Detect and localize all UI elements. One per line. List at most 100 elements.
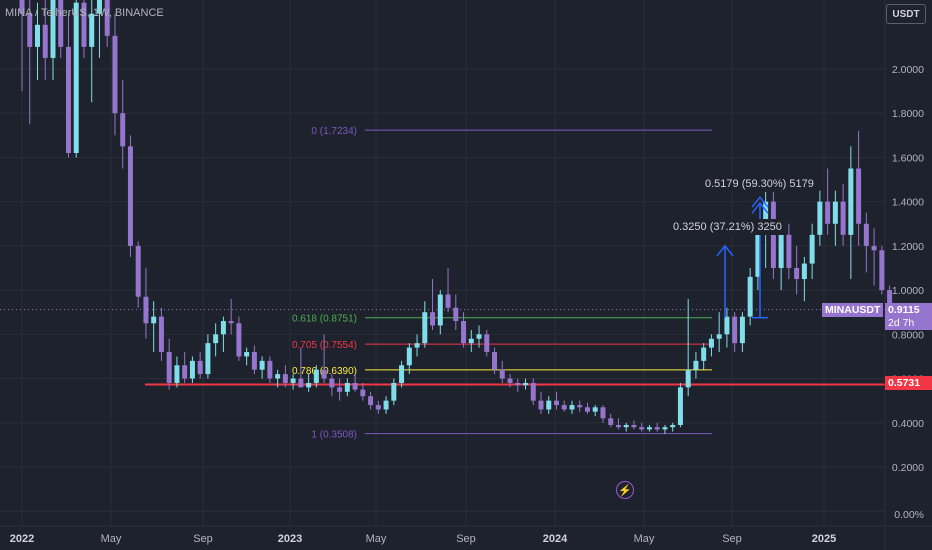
lightning-icon[interactable]: ⚡ [616,481,634,499]
candle-body[interactable] [406,347,412,366]
candle-body[interactable] [236,323,242,357]
candle-body[interactable] [476,334,482,339]
candle-body[interactable] [739,316,745,344]
candle-body[interactable] [337,387,343,392]
candle-body[interactable] [197,360,203,375]
candle-body[interactable] [205,343,211,375]
candle-body[interactable] [763,201,769,233]
candle-body[interactable] [352,382,358,390]
candle-body[interactable] [708,338,714,348]
candle-body[interactable] [662,427,668,430]
candle-body[interactable] [732,316,738,344]
candle-body[interactable] [832,201,838,224]
candle-body[interactable] [863,223,869,246]
candle-body[interactable] [267,360,273,379]
currency-button[interactable]: USDT [886,4,926,24]
candle-body[interactable] [329,378,335,388]
candle-body[interactable] [213,334,219,344]
candle-body[interactable] [368,396,374,406]
candle-body[interactable] [701,347,707,361]
candle-body[interactable] [430,312,436,326]
candle-body[interactable] [817,201,823,235]
candle-body[interactable] [50,0,56,58]
candle-body[interactable] [561,405,567,410]
candle-body[interactable] [306,382,312,388]
candle-body[interactable] [290,378,296,383]
candle-body[interactable] [507,378,513,383]
candle-body[interactable] [391,382,397,401]
candle-body[interactable] [492,352,498,370]
candle-body[interactable] [747,276,753,317]
measure-label-2[interactable]: 0.5179 (59.30%) 5179 [700,176,819,192]
candle-body[interactable] [724,316,730,335]
candle-body[interactable] [553,400,559,406]
candle-body[interactable] [639,427,645,430]
candle-body[interactable] [856,168,862,224]
candle-body[interactable] [592,407,598,412]
candle-body[interactable] [646,427,652,430]
candle-body[interactable] [65,46,71,154]
candle-body[interactable] [282,374,288,383]
candle-body[interactable] [887,290,893,310]
candle-body[interactable] [89,13,95,47]
candle-body[interactable] [461,321,467,344]
candle-body[interactable] [81,2,87,47]
candlestick-series[interactable] [19,0,893,434]
candle-body[interactable] [143,296,149,324]
candle-body[interactable] [499,369,505,379]
candle-body[interactable] [716,334,722,339]
candle-body[interactable] [251,352,257,370]
candle-body[interactable] [794,267,800,280]
candle-body[interactable] [670,424,676,428]
candle-body[interactable] [275,374,281,379]
candle-body[interactable] [600,407,606,419]
candle-body[interactable] [321,369,327,379]
candle-body[interactable] [313,369,319,383]
candle-body[interactable] [569,405,575,410]
candle-body[interactable] [414,343,420,348]
candle-body[interactable] [399,365,405,383]
candle-body[interactable] [677,387,683,425]
candle-body[interactable] [584,407,590,412]
candle-body[interactable] [871,245,877,251]
candle-body[interactable] [19,0,25,14]
candle-body[interactable] [344,382,350,392]
candle-body[interactable] [623,424,629,428]
candle-body[interactable] [546,400,552,410]
candle-body[interactable] [879,250,885,291]
candle-body[interactable] [840,201,846,235]
candle-body[interactable] [453,307,459,322]
candle-body[interactable] [174,365,180,383]
candle-body[interactable] [58,0,64,47]
candle-body[interactable] [360,389,366,397]
candle-body[interactable] [422,312,428,344]
candle-body[interactable] [515,382,521,386]
candle-body[interactable] [468,338,474,344]
candle-body[interactable] [112,35,118,114]
candle-body[interactable] [96,0,102,14]
candle-body[interactable] [786,234,792,268]
candle-body[interactable] [104,0,110,36]
candle-body[interactable] [577,405,583,408]
candle-body[interactable] [73,2,79,154]
candle-body[interactable] [220,321,226,335]
candle-body[interactable] [375,405,381,410]
candle-body[interactable] [158,316,164,353]
candle-body[interactable] [120,113,126,147]
candle-body[interactable] [530,382,536,401]
candle-body[interactable] [151,316,157,324]
candle-body[interactable] [825,201,831,224]
candle-body[interactable] [34,24,40,47]
candle-body[interactable] [755,232,761,277]
candle-body[interactable] [182,365,188,379]
candle-body[interactable] [778,234,784,268]
candle-body[interactable] [437,294,443,326]
candle-body[interactable] [608,418,614,425]
candle-body[interactable] [693,360,699,370]
candle-body[interactable] [484,334,490,353]
candle-body[interactable] [189,360,195,379]
candle-body[interactable] [127,146,133,246]
candle-body[interactable] [848,168,854,235]
candle-body[interactable] [27,13,33,47]
